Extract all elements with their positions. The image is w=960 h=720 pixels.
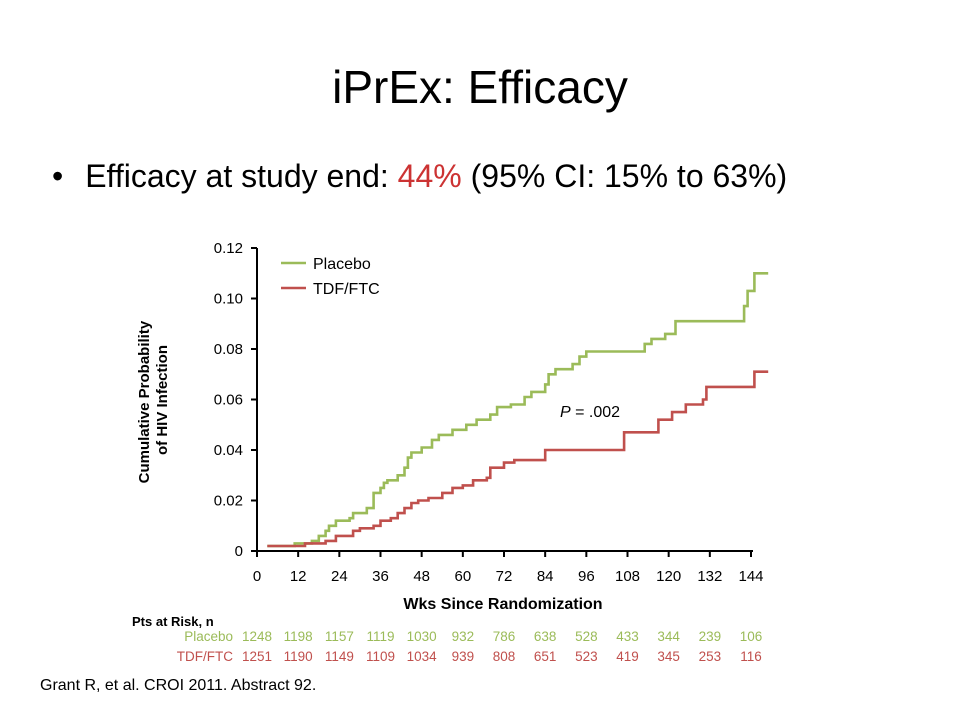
p-value-symbol: P	[560, 404, 571, 421]
legend-label: TDF/FTC	[313, 281, 380, 298]
at-risk-value: 239	[699, 629, 722, 644]
x-tick-label: 132	[697, 568, 722, 585]
at-risk-header: Pts at Risk, n	[132, 614, 214, 629]
x-tick-label: 144	[738, 568, 763, 585]
y-axis-label-line-2: of HIV Infection	[154, 345, 171, 455]
x-tick-label: 24	[331, 568, 348, 585]
y-axis-label-line-1: Cumulative Probability	[136, 320, 153, 483]
at-risk-value: 1157	[325, 629, 354, 644]
x-tick-label: 0	[253, 568, 261, 585]
at-risk-value: 651	[534, 649, 557, 664]
citation: Grant R, et al. CROI 2011. Abstract 92.	[40, 677, 317, 694]
y-tick-label: 0.04	[214, 442, 243, 459]
at-risk-value: 808	[493, 649, 516, 664]
y-tick-label: 0.12	[214, 240, 243, 257]
at-risk-value: 1248	[242, 629, 272, 644]
series-line-tdf-ftc	[267, 370, 769, 548]
at-risk-value: 1198	[284, 629, 313, 644]
chart-legend: Placebo TDF/FTC	[281, 256, 380, 298]
at-risk-row-label: TDF/FTC	[177, 649, 233, 664]
bullet-suffix: (95% CI: 15% to 63%)	[470, 158, 788, 194]
p-value-text: = .002	[575, 404, 620, 421]
chart-axes: 0 0.02 0.04 0.06 0.08 0.10 0.12 0 12 24 36 48 60 72 84…	[214, 240, 764, 585]
x-tick-label: 36	[372, 568, 389, 585]
at-risk-value: 1190	[284, 649, 313, 664]
at-risk-value: 106	[740, 629, 763, 644]
at-risk-value: 1030	[407, 629, 437, 644]
at-risk-value: 638	[534, 629, 557, 644]
chart-series	[267, 271, 769, 548]
at-risk-value: 528	[575, 629, 598, 644]
y-axis-label: Cumulative Probability of HIV Infection	[136, 317, 171, 484]
at-risk-value: 1251	[242, 649, 272, 664]
at-risk-value: 523	[575, 649, 598, 664]
efficacy-bullet: • Efficacy at study end: 44% (95% CI: 15%…	[52, 158, 787, 195]
x-tick-label: 84	[537, 568, 554, 585]
x-axis-label: Wks Since Randomization	[403, 596, 602, 613]
at-risk-value: 1109	[366, 649, 395, 664]
at-risk-value: 1149	[325, 649, 354, 664]
at-risk-value: 932	[452, 629, 475, 644]
x-tick-label: 60	[454, 568, 471, 585]
series-line-placebo	[267, 271, 769, 548]
y-tick-label: 0.10	[214, 291, 243, 308]
bullet-dot-icon: •	[52, 158, 64, 194]
x-tick-label: 96	[578, 568, 595, 585]
at-risk-value: 419	[616, 649, 639, 664]
x-tick-label: 120	[656, 568, 681, 585]
efficacy-percent: 44%	[397, 158, 462, 194]
at-risk-value: 1034	[407, 649, 438, 664]
x-tick-label: 12	[290, 568, 307, 585]
at-risk-value: 433	[616, 629, 639, 644]
legend-label: Placebo	[313, 256, 371, 273]
x-tick-label: 108	[615, 568, 640, 585]
y-tick-label: 0.06	[214, 392, 243, 409]
x-tick-label: 48	[413, 568, 430, 585]
y-tick-label: 0.02	[214, 493, 243, 510]
y-tick-label: 0.08	[214, 341, 243, 358]
x-tick-label: 72	[496, 568, 513, 585]
at-risk-value: 253	[699, 649, 722, 664]
at-risk-value: 786	[493, 629, 516, 644]
at-risk-value: 116	[740, 649, 762, 664]
at-risk-value: 1119	[366, 629, 394, 644]
slide-title: iPrEx: Efficacy	[332, 61, 628, 113]
at-risk-value: 344	[657, 629, 680, 644]
bullet-prefix: Efficacy at study end:	[85, 158, 389, 194]
p-value-annotation: P = .002	[560, 404, 620, 421]
at-risk-value: 939	[452, 649, 475, 664]
at-risk-value: 345	[657, 649, 680, 664]
y-tick-label: 0	[235, 543, 243, 560]
at-risk-row-label: Placebo	[184, 629, 233, 644]
